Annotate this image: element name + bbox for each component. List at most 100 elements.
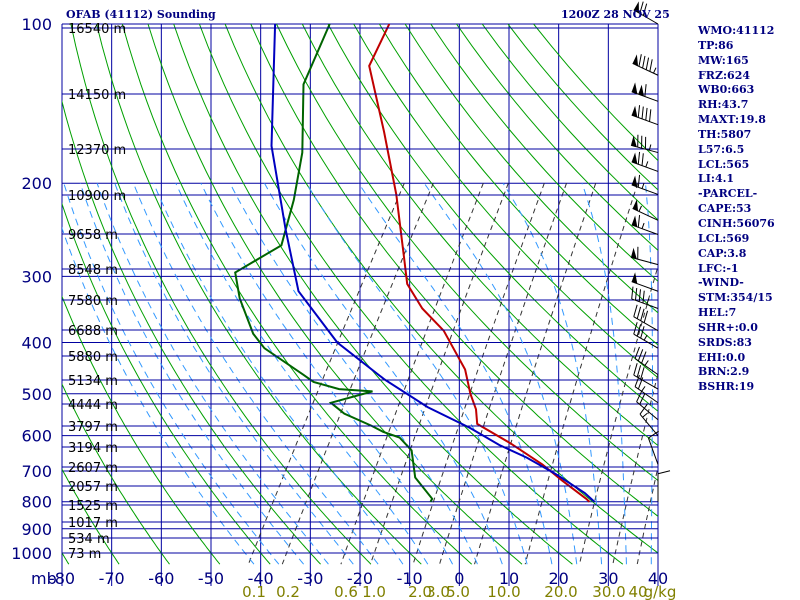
dry-adiabat-line bbox=[353, 24, 658, 379]
height-label: 1525 m bbox=[68, 499, 118, 514]
stat-line: LFC:-1 bbox=[698, 261, 739, 275]
stat-line: FRZ:624 bbox=[698, 68, 751, 82]
stat-line: TP:86 bbox=[698, 38, 734, 52]
temperature-tick-label: -70 bbox=[99, 569, 125, 588]
wind-barb bbox=[633, 322, 659, 349]
temperature-tick-label: -30 bbox=[297, 569, 323, 588]
height-label: 7580 m bbox=[68, 294, 118, 309]
y-axis-label: mb bbox=[31, 569, 57, 588]
mixing-ratio-lines bbox=[247, 183, 658, 565]
stat-line: MAXT:19.8 bbox=[698, 113, 766, 127]
stat-line: CAPE:53 bbox=[698, 202, 752, 216]
mixing-ratio-label: 40 bbox=[628, 583, 647, 600]
moist-adiabat-line bbox=[200, 182, 454, 565]
temperature-tick-label: -50 bbox=[198, 569, 224, 588]
pressure-tick-label: 600 bbox=[21, 427, 52, 446]
mixing-ratio-label: 1.0 bbox=[362, 583, 386, 600]
mixing-ratio-line bbox=[439, 183, 567, 565]
wind-barb bbox=[631, 272, 659, 292]
temperature-tick-label: 30 bbox=[598, 569, 618, 588]
moist-adiabat-line bbox=[358, 182, 553, 565]
dry-adiabat-line bbox=[404, 24, 658, 314]
temperature-tick-label: 10 bbox=[499, 569, 519, 588]
stat-line: BRN:2.9 bbox=[698, 365, 750, 379]
temperature-tick-label: 40 bbox=[648, 569, 668, 588]
moist-adiabat-line bbox=[63, 183, 280, 565]
parcel-line bbox=[270, 24, 596, 503]
stat-line: -PARCEL- bbox=[698, 187, 758, 201]
moist-adiabat-line bbox=[153, 183, 404, 565]
wind-barb bbox=[631, 174, 659, 195]
height-label: 9658 m bbox=[68, 228, 118, 243]
sounding-title: OFAB (41112) Sounding bbox=[66, 8, 216, 21]
wind-barb bbox=[631, 151, 659, 172]
wind-barb bbox=[631, 286, 659, 309]
wind-barb bbox=[631, 214, 659, 235]
height-label: 3194 m bbox=[68, 441, 118, 456]
mixing-ratio-label: 30.0 bbox=[592, 583, 625, 600]
pressure-tick-label: 400 bbox=[21, 333, 52, 352]
mixing-ratio-line bbox=[579, 264, 658, 565]
height-label: 1017 m bbox=[68, 516, 118, 531]
wind-barb bbox=[630, 246, 659, 266]
height-label: 16540 m bbox=[68, 22, 126, 37]
dry-adiabat-line bbox=[327, 24, 658, 412]
temperature-tick-label: -80 bbox=[49, 569, 75, 588]
dry-adiabat-line bbox=[430, 24, 658, 282]
temperature-tick-label: 0 bbox=[454, 569, 464, 588]
mixing-ratio-line bbox=[281, 183, 434, 565]
stat-line: WMO:41112 bbox=[698, 24, 775, 37]
mixing-ratio-line bbox=[612, 371, 658, 565]
moist-adiabat-line bbox=[264, 182, 503, 565]
pressure-tick-label: 100 bbox=[21, 15, 52, 34]
moist-adiabat-line bbox=[79, 183, 304, 565]
height-label: 5880 m bbox=[68, 350, 118, 365]
dry-adiabat-line bbox=[378, 24, 658, 346]
mixing-ratio-line bbox=[369, 183, 509, 565]
pressure-tick-label: 200 bbox=[21, 174, 52, 193]
pressure-tick-label: 800 bbox=[21, 493, 52, 512]
stat-line: CINH:56076 bbox=[698, 216, 775, 230]
mixing-ratio-label: 0.6 bbox=[334, 583, 358, 600]
mixing-ratio-line bbox=[247, 183, 405, 565]
stat-line: CAP:3.8 bbox=[698, 246, 747, 260]
stat-line: TH:5807 bbox=[698, 127, 752, 141]
height-label: 73 m bbox=[68, 547, 101, 562]
mixing-ratio-label: g/kg bbox=[644, 583, 677, 600]
wind-barb bbox=[631, 82, 659, 102]
wind-barb bbox=[639, 403, 659, 436]
height-labels: 16540 m 14150 m 12370 m 10900 m 9658 m 8548 m… bbox=[62, 22, 658, 562]
moist-adiabat-line bbox=[581, 183, 627, 565]
pressure-tick-label: 300 bbox=[21, 267, 52, 286]
sounding-profiles bbox=[234, 24, 596, 503]
stat-line: MW:165 bbox=[698, 53, 749, 67]
wind-barb bbox=[633, 304, 659, 332]
wind-barb bbox=[633, 363, 659, 390]
stat-line: LCL:569 bbox=[698, 231, 750, 245]
dewpoint-line bbox=[234, 24, 434, 503]
moist-adiabat-line bbox=[132, 183, 379, 565]
wind-barb bbox=[631, 105, 659, 126]
stat-line: STM:354/15 bbox=[698, 291, 773, 305]
moist-adiabat-line bbox=[114, 183, 354, 565]
dry-adiabat-line bbox=[62, 468, 120, 565]
stat-line: RH:43.7 bbox=[698, 98, 749, 112]
pressure-tick-label: 900 bbox=[21, 520, 52, 539]
pressure-tick-label: 500 bbox=[21, 385, 52, 404]
wind-barb bbox=[647, 430, 659, 465]
moist-adiabat-line bbox=[62, 226, 255, 565]
temperature-tick-label: -10 bbox=[397, 569, 423, 588]
moist-adiabat-line bbox=[423, 182, 578, 565]
stat-line: EHI:0.0 bbox=[698, 350, 746, 364]
wind-barb bbox=[636, 390, 659, 421]
mixing-ratio-label: 5.0 bbox=[446, 583, 470, 600]
stats-panel: WMO:41112 TP:86 MW:165 FRZ:624 WB0:663 RH:43.… bbox=[698, 24, 775, 395]
wind-barb bbox=[657, 470, 671, 502]
mixing-ratio-line bbox=[524, 183, 639, 565]
height-label: 10900 m bbox=[68, 189, 126, 204]
stat-line: LCL:565 bbox=[698, 157, 750, 171]
stat-line: SHR+:0.0 bbox=[698, 320, 758, 334]
stat-line: WB0:663 bbox=[698, 83, 755, 97]
